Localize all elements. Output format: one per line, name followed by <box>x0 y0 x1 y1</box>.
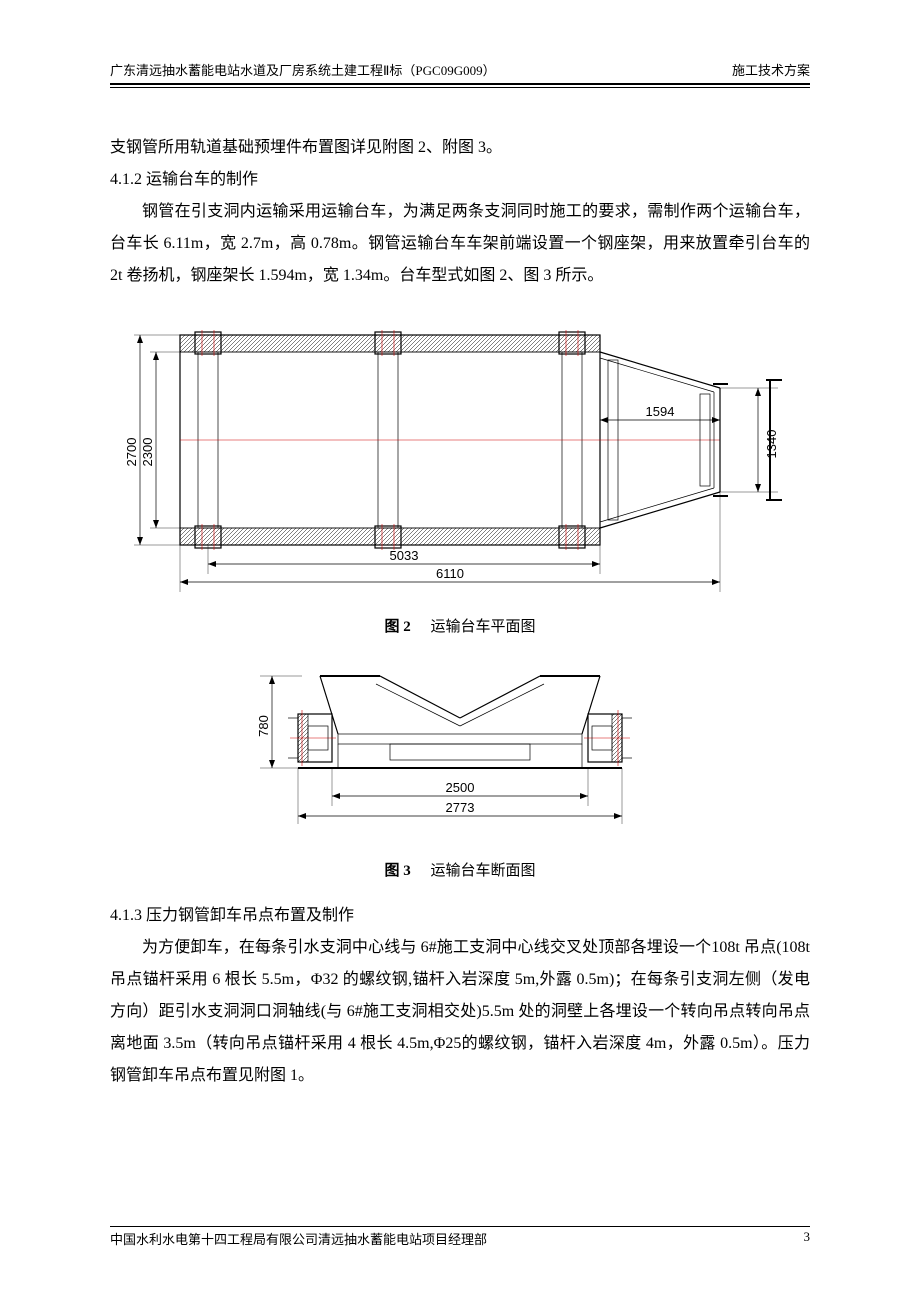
dim-1594: 1594 <box>646 404 675 419</box>
right-wheel <box>584 710 632 766</box>
footer: 中国水利水电第十四工程局有限公司清远抽水蓄能电站项目经理部 3 <box>110 1226 810 1248</box>
line-continuation: 支钢管所用轨道基础预埋件布置图详见附图 2、附图 3。 <box>110 132 810 164</box>
section-4-1-2: 4.1.2 运输台车的制作 <box>110 164 810 196</box>
para-4-1-3: 为方便卸车，在每条引水支洞中心线与 6#施工支洞中心线交叉处顶部各埋设一个108… <box>110 932 810 1092</box>
figure-2-caption: 图 2 运输台车平面图 <box>110 612 810 642</box>
header: 广东清远抽水蓄能电站水道及厂房系统土建工程Ⅱ标（PGC09G009） 施工技术方… <box>110 60 810 81</box>
figure-3: 780 <box>110 656 810 846</box>
dim-5033: 5033 <box>390 548 419 563</box>
footer-left: 中国水利水电第十四工程局有限公司清远抽水蓄能电站项目经理部 <box>110 1229 487 1248</box>
dim-6110: 6110 <box>436 566 464 581</box>
dim-2300: 2300 <box>140 438 155 467</box>
page: 广东清远抽水蓄能电站水道及厂房系统土建工程Ⅱ标（PGC09G009） 施工技术方… <box>0 0 920 1302</box>
left-wheel <box>288 710 336 766</box>
header-right: 施工技术方案 <box>732 60 810 79</box>
fig3-title: 运输台车断面图 <box>431 863 536 879</box>
header-left: 广东清远抽水蓄能电站水道及厂房系统土建工程Ⅱ标（PGC09G009） <box>110 60 496 79</box>
fig3-label: 图 3 <box>384 863 410 879</box>
footer-page-number: 3 <box>804 1229 811 1248</box>
dim-2500: 2500 <box>446 780 475 795</box>
section-4-1-3: 4.1.3 压力钢管卸车吊点布置及制作 <box>110 900 810 932</box>
body: 支钢管所用轨道基础预埋件布置图详见附图 2、附图 3。 4.1.2 运输台车的制… <box>110 88 810 1092</box>
figure-3-caption: 图 3 运输台车断面图 <box>110 856 810 886</box>
dim-2773: 2773 <box>446 800 475 815</box>
fig2-title: 运输台车平面图 <box>431 619 536 635</box>
figure-2: 2700 2300 <box>110 302 810 602</box>
footer-rule <box>110 1226 810 1227</box>
para-4-1-2: 钢管在引支洞内运输采用运输台车，为满足两条支洞同时施工的要求，需制作两个运输台车… <box>110 196 810 292</box>
dim-780: 780 <box>256 715 271 737</box>
dim-1340: 1340 <box>764 430 779 459</box>
dim-2700: 2700 <box>124 438 139 467</box>
fig2-label: 图 2 <box>384 619 410 635</box>
